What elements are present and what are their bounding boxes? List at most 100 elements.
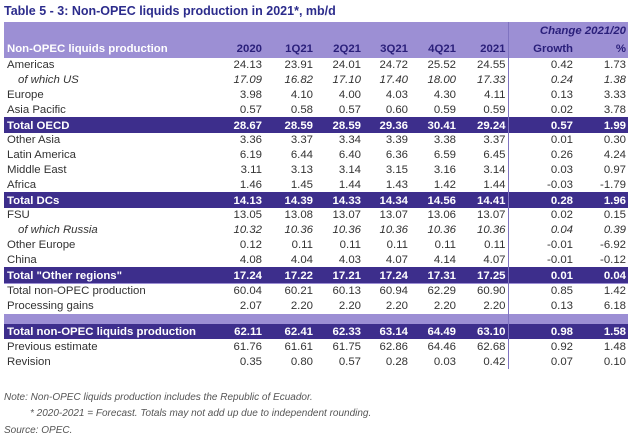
table-cell: 4.04	[290, 253, 313, 266]
row-label: Total non-OPEC production	[4, 282, 204, 299]
change-header: Change 2021/20	[507, 22, 629, 39]
table-cell: 4.14	[433, 253, 456, 266]
table-cell: 6.18	[603, 300, 627, 313]
table-cell: 62.41	[264, 323, 315, 340]
table-cell: 10.36	[284, 224, 313, 237]
table-cell: 24.01	[332, 59, 361, 72]
table-cell: 1.42	[575, 282, 629, 299]
table-cell: 62.86	[379, 340, 408, 353]
table-cell: 0.11	[484, 238, 506, 251]
table-cell: 0.60	[385, 103, 408, 116]
header-row-change: Change 2021/20	[4, 22, 629, 39]
table-cell: 0.11	[434, 238, 456, 251]
row-label: Americas	[7, 59, 55, 72]
table-cell: 4.08	[239, 253, 262, 266]
table-cell: 6.45	[483, 149, 506, 162]
table-cell: 29.36	[363, 117, 410, 133]
table-cell: 23.91	[284, 59, 313, 72]
row-label: of which Russia	[18, 224, 98, 237]
table-cell: 1.96	[575, 192, 629, 208]
row-label: Africa	[7, 178, 37, 191]
table-cell: -6.92	[600, 238, 627, 251]
table-cell: 61.76	[233, 340, 262, 353]
table-cell: 4.10	[290, 88, 313, 101]
table-cell: 4.07	[385, 253, 408, 266]
col-header-2q21: 2Q21	[315, 39, 363, 58]
table-cell: 3.37	[483, 134, 506, 147]
table-cell: 2.20	[338, 300, 361, 313]
col-header-2021: 2021	[458, 39, 508, 58]
table-cell: 0.30	[603, 134, 627, 147]
note-ecuador: Note: Non-OPEC liquids production includ…	[4, 392, 313, 403]
table-cell: 17.22	[264, 267, 315, 284]
table-row: Total DCs 14.13 14.39 14.33 14.34 14.56 14.41 0…	[4, 192, 629, 208]
col-header-4q21: 4Q21	[410, 39, 458, 58]
table-cell: 62.33	[315, 323, 363, 340]
table-cell: 62.68	[476, 340, 506, 353]
table-cell: 0.04	[575, 267, 629, 284]
table-cell: 62.11	[204, 323, 264, 340]
table-cell: 10.32	[233, 224, 262, 237]
table-cell: 0.57	[338, 355, 361, 368]
table-cell: 17.31	[410, 267, 458, 284]
table-cell: 0.01	[507, 132, 575, 148]
table-cell: 1.42	[433, 178, 456, 191]
row-label: Total DCs	[4, 192, 204, 208]
table-cell: 64.49	[410, 323, 458, 340]
table-cell: 0.57	[338, 103, 361, 116]
table-cell: 3.33	[603, 88, 627, 101]
table-cell: 60.21	[264, 282, 315, 299]
table-cell: 62.29	[410, 282, 458, 299]
table-cell: -0.12	[600, 253, 627, 266]
table-row: Processing gains 2.07 2.20 2.20 2.20 2.20 2.20…	[4, 298, 628, 314]
table-cell: 0.57	[239, 103, 262, 116]
table-cell: 4.03	[385, 88, 408, 101]
table-cell: 1.73	[603, 59, 627, 72]
col-header-1q21: 1Q21	[264, 39, 315, 58]
table-row: Previous estimate 61.76 61.61 61.75 62.86 64.…	[4, 339, 628, 355]
table-cell: 6.19	[239, 149, 262, 162]
table-cell: 2.20	[290, 300, 313, 313]
table-cell: 0.28	[507, 192, 575, 208]
row-label: Total "Other regions"	[4, 267, 204, 284]
table-cell: 0.59	[483, 103, 506, 116]
table-cell: 10.36	[427, 224, 456, 237]
table-title: Table 5 - 3: Non-OPEC liquids production…	[4, 4, 336, 18]
table-cell: 1.99	[575, 117, 629, 133]
row-label: Asia Pacific	[7, 103, 66, 116]
table-cell: 2.20	[385, 300, 408, 313]
table-cell: 10.36	[476, 224, 506, 237]
table-cell: 29.24	[458, 117, 508, 133]
table-cell: 1.45	[290, 178, 313, 191]
table-cell: 4.00	[338, 88, 361, 101]
table-cell: 2.07	[239, 300, 262, 313]
table-cell: 13.07	[379, 209, 408, 222]
table-cell: 0.28	[385, 355, 408, 368]
table-cell: 3.78	[603, 103, 627, 116]
col-header-3q21: 3Q21	[363, 39, 410, 58]
table-cell: 13.07	[332, 209, 361, 222]
col-header-2020: 2020	[204, 39, 264, 58]
table-row: Total non-OPEC liquids production 62.11 62…	[4, 323, 629, 340]
table-cell: 14.34	[363, 192, 410, 208]
col-header-percent: %	[575, 39, 629, 58]
table-cell: 3.39	[385, 134, 408, 147]
table-cell: 28.59	[315, 117, 363, 133]
table-cell: 0.97	[603, 163, 627, 176]
row-label: Latin America	[7, 149, 77, 162]
header-blank	[4, 22, 204, 39]
table-cell: 0.35	[239, 355, 262, 368]
table-cell: 60.94	[363, 282, 410, 299]
table-cell: 0.58	[290, 103, 313, 116]
row-label: Other Asia	[7, 134, 61, 147]
table-cell: 63.10	[458, 323, 508, 340]
table-cell: 0.03	[507, 162, 575, 178]
row-label-header: Non-OPEC liquids production	[4, 39, 204, 58]
spacer-row	[4, 313, 629, 325]
table-cell: 3.98	[239, 88, 262, 101]
table-cell: 0.57	[507, 117, 575, 133]
note-forecast: * 2020-2021 = Forecast. Totals may not a…	[30, 408, 372, 419]
table-cell: 1.38	[603, 74, 627, 87]
col-header-growth: Growth	[507, 39, 575, 58]
table-cell: 1.48	[603, 340, 627, 353]
